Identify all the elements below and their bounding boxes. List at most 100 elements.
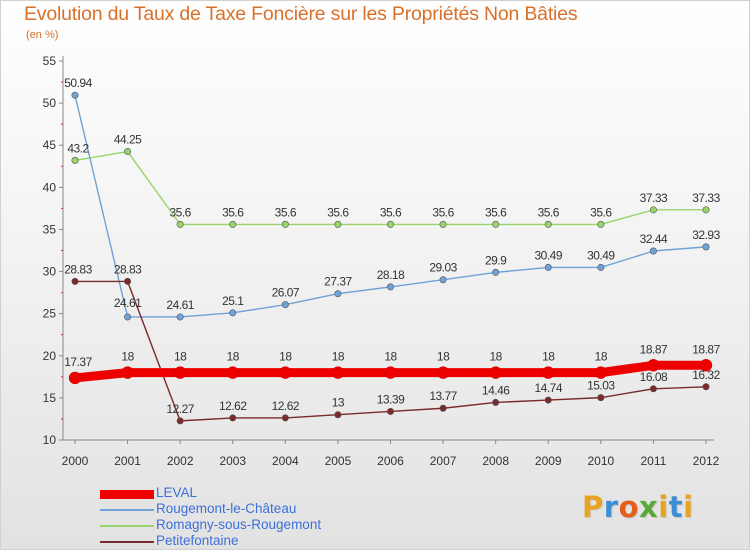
x-tick-label: 2001 — [114, 454, 141, 468]
data-label: 24.61 — [114, 296, 142, 310]
data-label: 13.39 — [377, 392, 405, 406]
y-tick-label: 45 — [43, 138, 57, 152]
y-tick-label: 25 — [43, 307, 57, 321]
data-label: 32.93 — [692, 228, 720, 242]
data-point — [489, 366, 502, 379]
data-point — [439, 220, 447, 228]
data-point — [492, 268, 500, 276]
x-tick-label: 2011 — [641, 454, 667, 468]
data-label: 35.6 — [590, 205, 612, 219]
data-label: 12.62 — [219, 399, 247, 413]
data-label: 50.94 — [64, 76, 92, 90]
x-tick-label: 2006 — [377, 454, 404, 468]
data-label: 26.07 — [272, 286, 300, 300]
data-label: 18 — [174, 350, 187, 364]
data-point — [699, 359, 713, 372]
legend-swatch — [100, 509, 154, 511]
data-point — [702, 206, 710, 214]
data-label: 43.2 — [67, 141, 89, 155]
data-label: 37.33 — [640, 191, 668, 205]
chart-title: Evolution du Taux de Taxe Foncière sur l… — [24, 3, 578, 25]
data-point — [229, 309, 237, 317]
x-tick-label: 2007 — [430, 454, 457, 468]
data-label: 14.74 — [534, 381, 562, 395]
data-label: 25.1 — [222, 294, 244, 308]
data-point — [386, 220, 394, 228]
legend-label: Petitefontaine — [156, 533, 239, 548]
data-label: 18 — [489, 350, 502, 364]
legend-swatch — [100, 541, 154, 543]
legend-swatch — [100, 525, 154, 527]
logo-letter: i — [683, 490, 694, 524]
data-label: 14.46 — [482, 383, 510, 397]
data-label: 28.83 — [64, 262, 92, 276]
data-point — [281, 301, 289, 309]
y-tick-label: 35 — [43, 222, 57, 236]
data-point — [702, 383, 710, 391]
data-point — [331, 366, 345, 379]
data-point — [439, 404, 447, 412]
data-point — [649, 247, 657, 255]
data-point — [492, 398, 500, 406]
data-point — [281, 220, 289, 228]
data-label: 18.87 — [640, 342, 668, 356]
logo-letter: P — [582, 490, 604, 524]
data-point — [334, 220, 342, 228]
data-label: 30.49 — [587, 248, 615, 262]
data-label: 37.33 — [692, 191, 720, 205]
data-point — [281, 414, 289, 422]
data-label: 12.62 — [272, 399, 300, 413]
data-point — [647, 359, 660, 372]
data-label: 18 — [437, 350, 450, 364]
y-tick-label: 55 — [43, 54, 57, 68]
y-tick-label: 30 — [43, 265, 57, 279]
data-label: 18 — [384, 350, 397, 364]
data-point — [597, 220, 605, 228]
data-point — [386, 407, 394, 415]
logo-letter: x — [639, 490, 659, 524]
data-label: 18 — [542, 350, 555, 364]
x-tick-label: 2002 — [167, 454, 194, 468]
data-point — [121, 366, 134, 379]
y-tick-label: 50 — [43, 96, 57, 110]
data-point — [597, 263, 605, 271]
x-tick-label: 2000 — [62, 454, 89, 468]
data-label: 13.77 — [429, 389, 457, 403]
chart-unit-label: (en %) — [26, 29, 59, 41]
data-point — [226, 366, 239, 379]
x-tick-label: 2008 — [482, 454, 509, 468]
data-label: 18.87 — [692, 342, 720, 356]
data-label: 16.32 — [692, 368, 720, 382]
data-label: 35.6 — [169, 205, 191, 219]
data-label: 32.44 — [640, 232, 668, 246]
data-point — [384, 366, 397, 379]
logo-letter: o — [618, 490, 640, 524]
data-point — [71, 156, 79, 164]
proxiti-logo: Proxiti — [582, 490, 694, 524]
data-label: 28.18 — [377, 268, 405, 282]
x-tick-label: 2003 — [219, 454, 246, 468]
data-point — [173, 366, 187, 379]
data-label: 16.08 — [640, 370, 668, 384]
data-point — [334, 411, 342, 419]
data-point — [542, 366, 555, 379]
data-label: 24.61 — [166, 298, 194, 312]
data-point — [124, 277, 132, 285]
data-label: 18 — [595, 350, 608, 364]
data-point — [176, 313, 184, 321]
data-label: 12.27 — [166, 402, 194, 416]
data-label: 30.49 — [534, 248, 562, 262]
data-point — [229, 414, 237, 422]
data-label: 28.83 — [114, 262, 142, 276]
data-label: 15.03 — [587, 379, 615, 393]
data-point — [124, 148, 132, 156]
x-tick-label: 2005 — [325, 454, 352, 468]
data-point — [544, 396, 552, 404]
legend-label: LEVAL — [156, 485, 198, 500]
data-point — [436, 366, 450, 379]
logo-letter: t — [668, 490, 684, 524]
logo-letter: r — [603, 490, 619, 524]
y-tick-label: 15 — [43, 391, 57, 405]
